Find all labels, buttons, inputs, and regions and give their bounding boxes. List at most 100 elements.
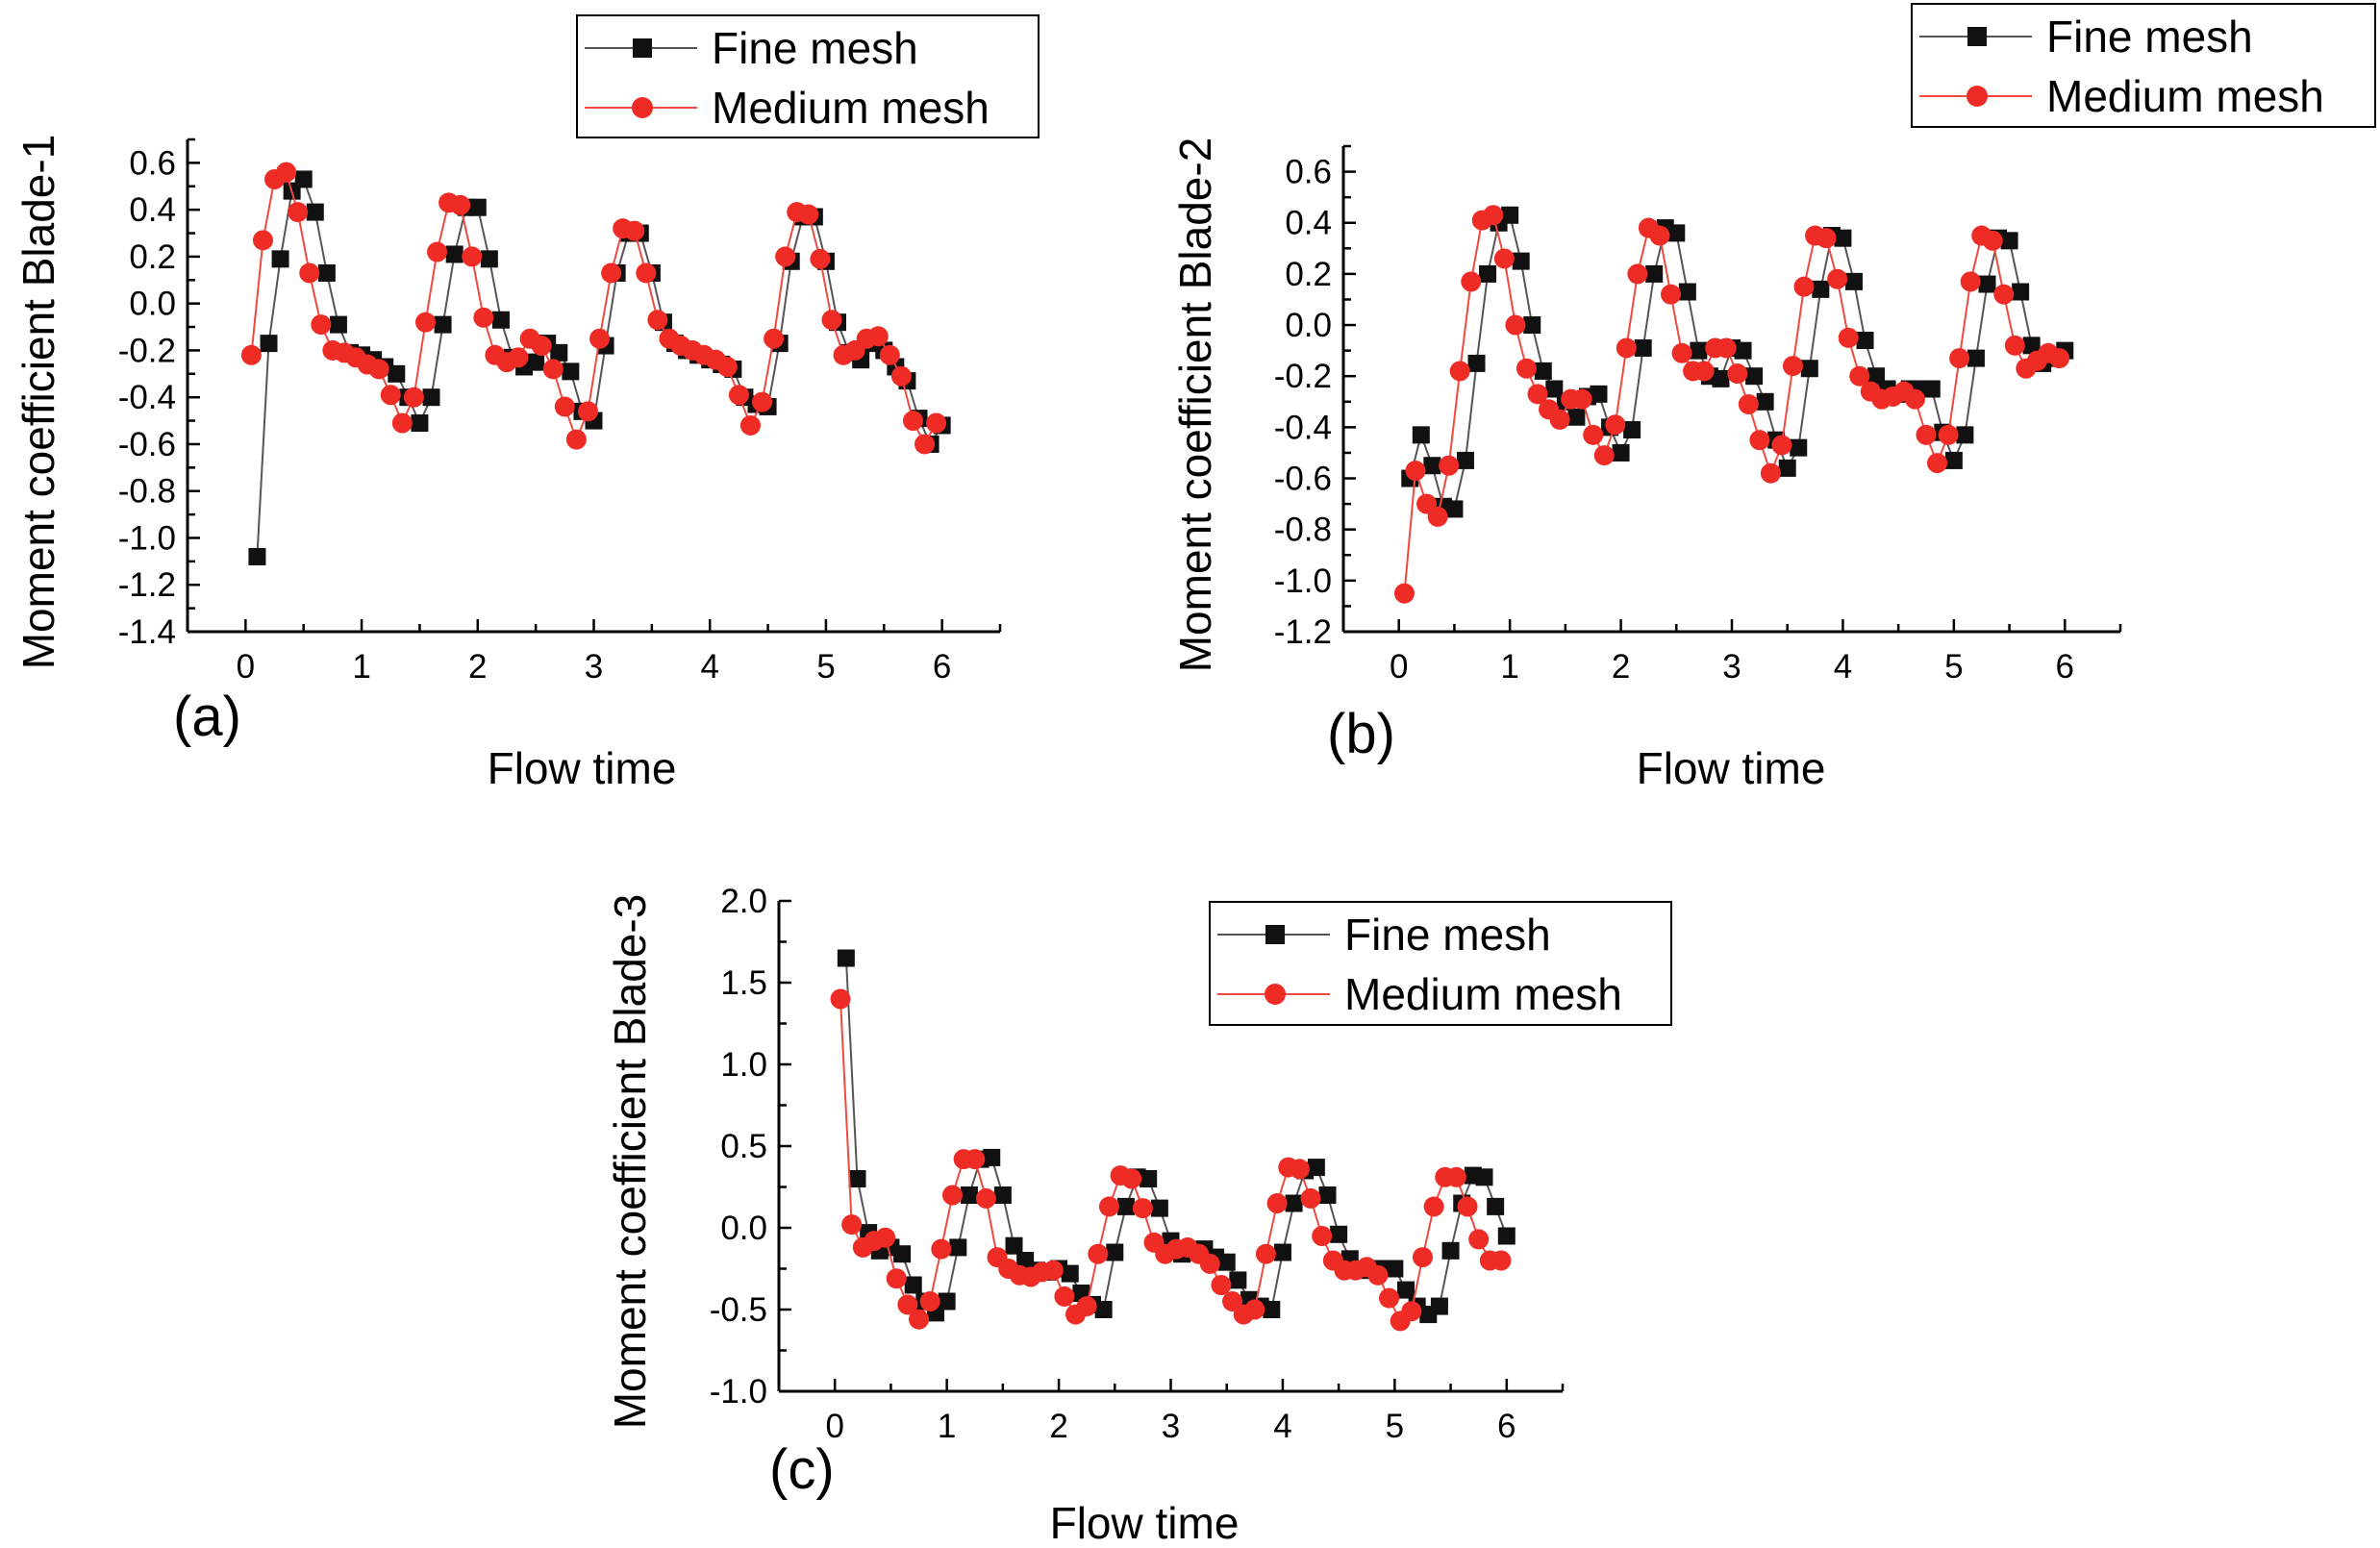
medium-mesh-point <box>914 434 936 455</box>
fine-mesh-point <box>1094 1301 1113 1318</box>
medium-mesh-point <box>867 326 889 347</box>
medium-mesh-point <box>1199 1253 1220 1274</box>
panel-label: (a) <box>173 686 241 748</box>
medium-mesh-point <box>897 1294 918 1315</box>
medium-mesh-point <box>531 336 552 357</box>
medium-mesh-point <box>1960 271 1981 292</box>
medium-mesh-point <box>391 412 413 434</box>
y-axis-title: Moment coefficient Blade-2 <box>1170 137 1220 673</box>
fine-mesh-point <box>1497 1227 1516 1245</box>
fine-mesh-point <box>2000 232 2018 250</box>
medium-mesh-point <box>926 412 947 434</box>
fine-mesh-point <box>893 1245 912 1263</box>
medium-mesh-point <box>1054 1286 1075 1307</box>
fine-mesh-point <box>960 1186 978 1204</box>
y-tick-label: 2.0 <box>720 883 767 920</box>
legend: Fine mesh Medium mesh <box>1911 3 2376 128</box>
y-axis-title: Moment coefficient Blade-1 <box>13 135 63 670</box>
medium-mesh-point <box>276 162 297 183</box>
medium-mesh-point <box>311 314 332 336</box>
fine-mesh-point <box>550 343 568 362</box>
chart-b: -1.2 -1.0 -0.8 -0.6 -0.4 -0.2 0.0 0.2 0.4 0.6 0 1 2 3… <box>1170 3 2376 793</box>
y-tick-label: -0.8 <box>118 473 176 511</box>
legend-square-icon <box>1265 925 1285 944</box>
fine-mesh-point <box>949 1238 967 1257</box>
x-tick-label: 0 <box>1390 648 1408 686</box>
fine-mesh-point <box>480 250 498 268</box>
fine-mesh-point <box>1330 1225 1348 1243</box>
medium-mesh-point <box>368 359 389 380</box>
medium-mesh-point <box>875 1227 896 1248</box>
medium-mesh-point <box>414 312 436 333</box>
medium-mesh-point <box>739 414 761 436</box>
fine-mesh-point <box>271 250 289 268</box>
y-axis-title: Moment coefficient Blade-3 <box>605 894 655 1430</box>
medium-mesh-point <box>1211 1275 1232 1295</box>
fine-mesh-point <box>1712 369 1730 387</box>
medium-mesh-point <box>1816 228 1837 249</box>
medium-mesh-point <box>775 246 796 267</box>
y-tick-label: -1.0 <box>118 519 176 557</box>
fine-mesh-point <box>1623 421 1641 439</box>
medium-mesh-point <box>1445 1166 1466 1187</box>
y-tick-label: -0.4 <box>1274 409 1332 446</box>
panel-label: (b) <box>1327 703 1395 765</box>
x-tick-label: 2 <box>1612 648 1630 686</box>
medium-mesh-point <box>879 344 900 365</box>
medium-mesh-point <box>1760 462 1781 484</box>
x-tick-label: 1 <box>352 648 370 686</box>
fine-mesh-point <box>848 1170 866 1187</box>
medium-mesh-point <box>462 246 483 267</box>
medium-mesh-point <box>1457 1196 1478 1217</box>
fine-mesh-point <box>562 362 580 381</box>
fine-mesh-point <box>1690 341 1708 360</box>
legend-medium-label: Medium mesh <box>2046 71 2324 121</box>
medium-mesh-point <box>450 194 471 215</box>
x-tick-label: 6 <box>1497 1408 1516 1445</box>
legend-circle-icon <box>1967 86 1988 107</box>
fine-mesh-point <box>1523 316 1541 335</box>
medium-mesh-point <box>1827 268 1848 289</box>
medium-mesh-point <box>902 411 923 432</box>
x-axis-title: Flow time <box>488 743 677 793</box>
medium-mesh-point <box>1423 1196 1444 1217</box>
medium-mesh-point <box>288 202 309 223</box>
medium-mesh-point <box>1088 1243 1109 1264</box>
fine-mesh-point <box>1534 362 1552 380</box>
medium-mesh-point <box>1927 453 1948 474</box>
fine-mesh-point <box>491 311 510 329</box>
fine-mesh-point <box>1475 1168 1493 1186</box>
x-tick-label: 0 <box>825 1408 843 1445</box>
medium-mesh-point <box>1749 430 1770 451</box>
fine-mesh-point <box>1645 264 1664 283</box>
fine-mesh-point <box>1956 426 1974 444</box>
y-tick-label: -1.2 <box>118 566 176 604</box>
fine-mesh-point <box>1567 408 1586 426</box>
medium-mesh-point <box>601 262 622 284</box>
fine-mesh-point <box>317 263 336 282</box>
fine-mesh-point <box>527 353 545 371</box>
medium-mesh-point <box>1649 225 1670 246</box>
medium-mesh-point <box>1938 424 1959 445</box>
medium-mesh-point <box>1121 1168 1142 1189</box>
fine-mesh-point <box>904 1276 922 1294</box>
medium-mesh-point <box>299 262 320 284</box>
fine-mesh-point <box>1800 360 1818 378</box>
medium-mesh-point <box>1132 1198 1153 1219</box>
fine-mesh-point <box>1812 280 1830 298</box>
medium-mesh-point <box>1727 363 1748 385</box>
fine-mesh-point <box>1386 1260 1404 1278</box>
medium-mesh-point <box>1838 327 1859 348</box>
medium-mesh-point <box>1312 1226 1333 1246</box>
medium-mesh-point <box>886 1268 907 1289</box>
medium-mesh-point <box>1583 424 1604 445</box>
medium-mesh-point <box>810 248 831 269</box>
medium-mesh-point <box>427 241 448 262</box>
medium-mesh-point <box>975 1187 996 1209</box>
fine-mesh-point <box>837 949 855 967</box>
medium-mesh-point <box>1393 583 1415 604</box>
x-tick-label: 3 <box>1162 1408 1180 1445</box>
fine-mesh-point <box>1745 367 1764 386</box>
medium-mesh-line <box>1403 213 2060 594</box>
